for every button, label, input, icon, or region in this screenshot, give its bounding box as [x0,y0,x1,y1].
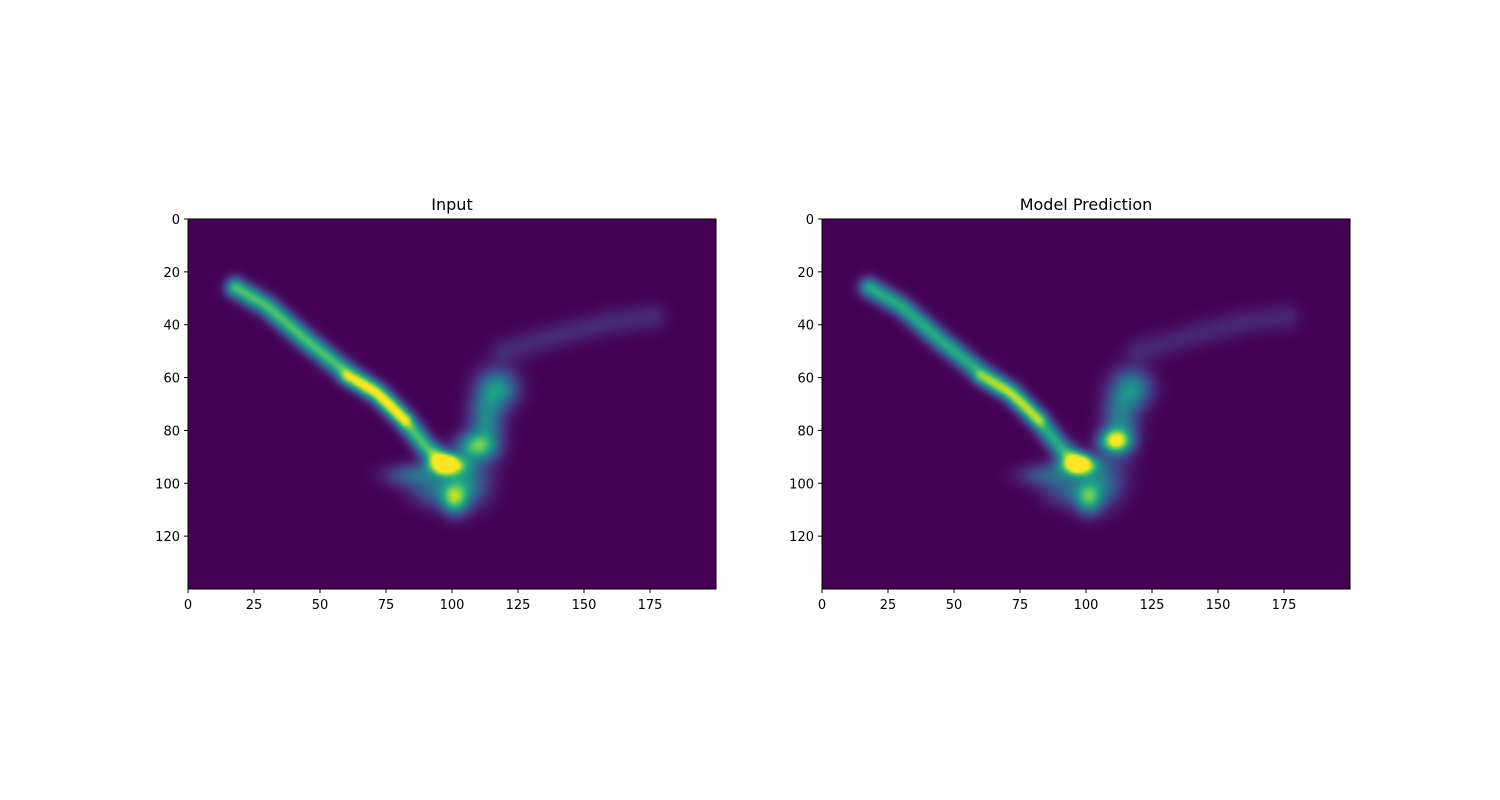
x-tick-label: 150 [572,598,597,613]
y-tick-label: 20 [163,266,180,281]
y-tick-label: 40 [797,319,814,334]
y-tick-label: 100 [155,477,180,492]
x-tick-label: 125 [1140,598,1165,613]
x-tick-label: 25 [880,598,897,613]
x-tick-label: 75 [1012,598,1029,613]
y-tick-label: 0 [172,213,180,228]
x-tick-label: 125 [506,598,531,613]
y-tick-label: 40 [163,319,180,334]
x-tick-label: 0 [184,598,192,613]
x-tick-label: 100 [1074,598,1099,613]
panel-title: Input [431,195,472,214]
x-tick-label: 0 [818,598,826,613]
y-tick-label: 20 [797,266,814,281]
y-tick-label: 0 [806,213,814,228]
x-tick-label: 50 [946,598,963,613]
y-tick-label: 100 [789,477,814,492]
x-tick-label: 175 [638,598,663,613]
y-tick-label: 80 [797,424,814,439]
y-tick-label: 60 [797,372,814,387]
x-tick-label: 150 [1206,598,1231,613]
y-tick-label: 80 [163,424,180,439]
y-tick-label: 120 [789,530,814,545]
heatmap-image [822,219,1350,589]
heatmap-image [188,219,716,589]
x-tick-label: 100 [440,598,465,613]
y-tick-label: 120 [155,530,180,545]
x-tick-label: 75 [378,598,395,613]
y-tick-label: 60 [163,372,180,387]
panel-input: 0 25 50 75 100 125 150 175 0 20 40 60 80 100 120 Input [155,195,717,613]
x-tick-label: 25 [246,598,263,613]
x-tick-label: 50 [312,598,329,613]
x-tick-label: 175 [1272,598,1297,613]
panel-title: Model Prediction [1020,195,1153,214]
panel-model-prediction: 0 25 50 75 100 125 150 175 0 20 40 60 80 100 120 Model … [789,195,1351,613]
